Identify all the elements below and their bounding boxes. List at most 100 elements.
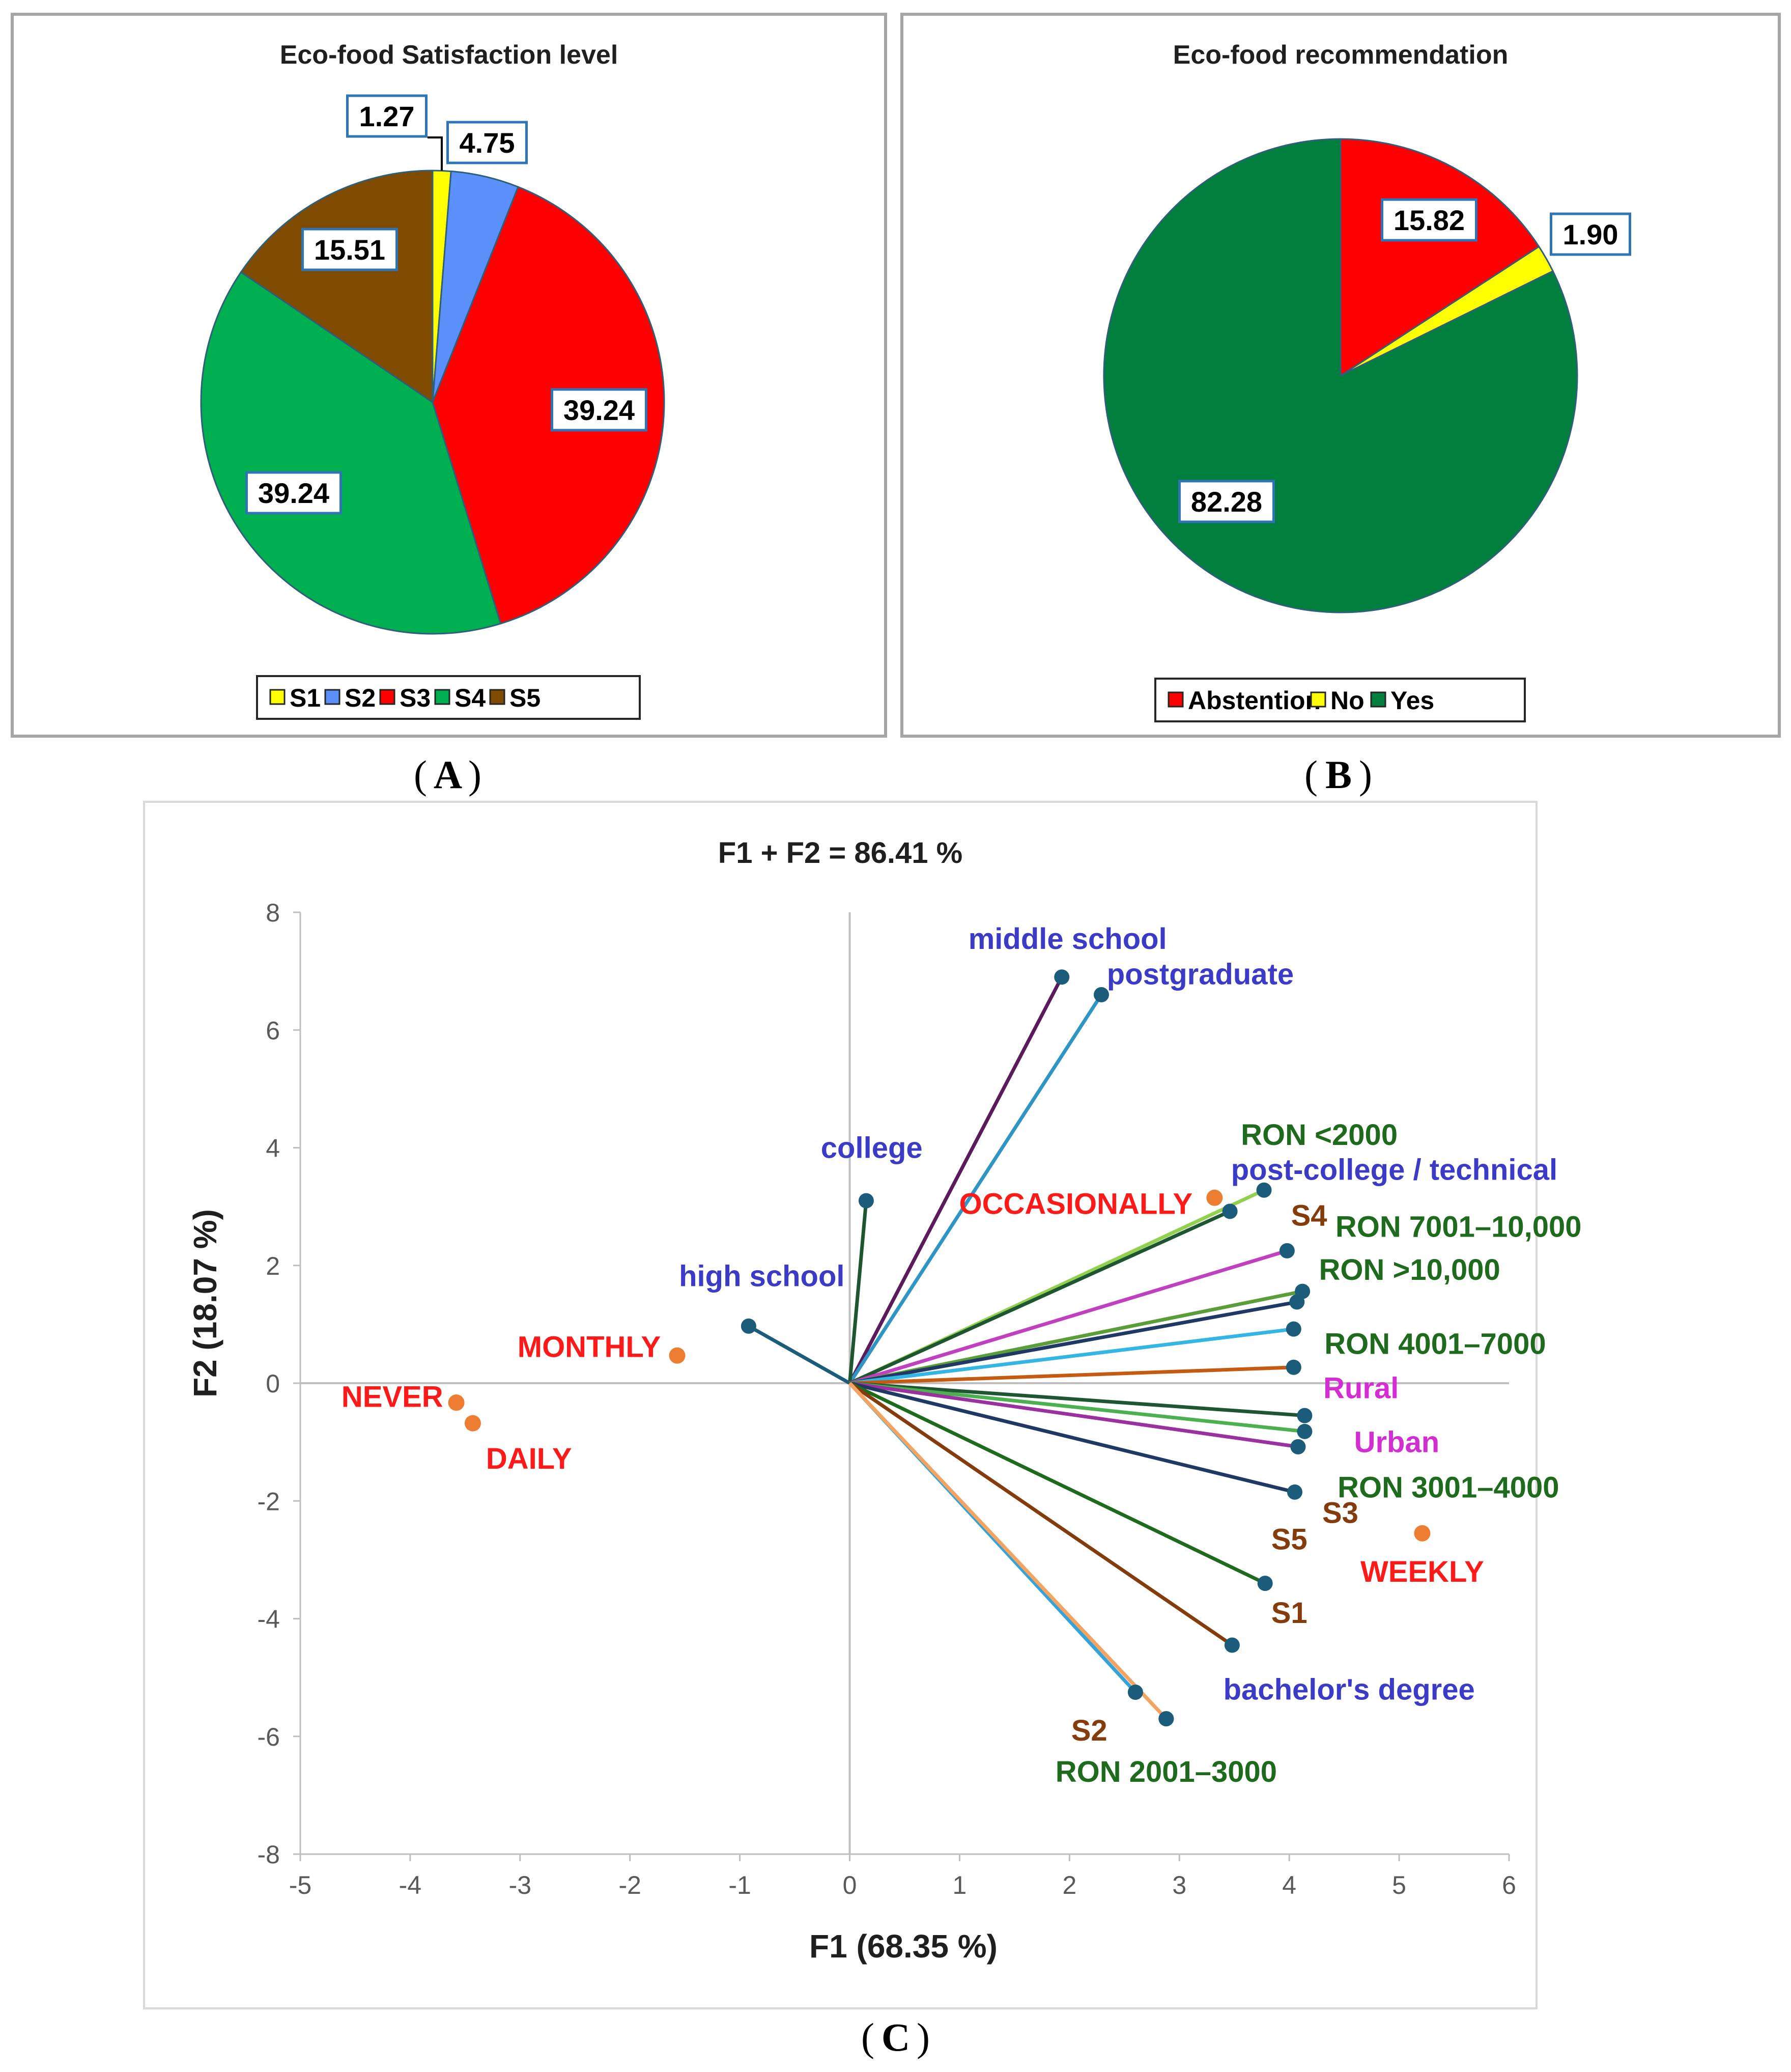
svg-text:S4: S4 [454,684,486,712]
pie-a-value-label-s5: 15.51 [301,228,398,271]
y-tick-label: 4 [266,1134,280,1163]
y-tick-label: -6 [258,1723,280,1751]
variable-point-unlabeled-13 [1290,1439,1306,1454]
variable-point-ron-10-000 [1289,1294,1305,1310]
variable-label-bachelor-s-degree: bachelor's degree [1224,1673,1475,1706]
biplot: -5 -4 -3 -2 -1 0 1 2 3 4 5 6 -8 -6 -4 -2 0 2 4 6 8 middle sch… [258,899,1582,1899]
svg-text:39.24: 39.24 [258,477,329,509]
variable-point-ron-3001-4000 [1297,1423,1313,1439]
y-tick-label: -4 [258,1605,280,1634]
panel-c: F1 + F2 = 86.41 % -5 -4 -3 -2 -1 0 1 2 3 4 5 6-8-6-… [143,801,1582,2009]
x-tick-label: 6 [1502,1871,1516,1899]
svg-text:No: No [1330,686,1364,715]
variable-point-middle-school [1054,969,1070,985]
pie-a-slice-s3 [432,186,665,625]
variable-label-s1: S1 [1271,1597,1307,1630]
x-axis-title: F1 (68.35 %) [809,1928,998,1965]
observation-point-never [448,1394,465,1411]
y-tick-label: 8 [266,899,280,927]
vector-urban [849,1381,1305,1418]
svg-text:S3: S3 [400,684,431,712]
svg-text:Yes: Yes [1390,686,1434,715]
variable-label-s3: S3 [1322,1496,1358,1529]
svg-text:15.82: 15.82 [1394,204,1465,236]
vector-s3 [849,1381,1295,1494]
pie-a-title: Eco-food Satisfaction level [280,40,618,70]
observation-label-daily: DAILY [486,1442,572,1475]
vector-s5 [849,1381,1266,1585]
variable-label-high-school: high school [679,1260,844,1293]
x-tick-label: 5 [1392,1871,1406,1899]
observation-label-occasionally: OCCASIONALLY [959,1187,1192,1220]
y-tick-label: 0 [266,1369,280,1398]
vector-ron-2001-3000 [848,1382,1168,1720]
pie-a-value-label-s4: 39.24 [245,471,342,515]
variable-point-s4 [1279,1243,1295,1258]
pie-a-legend-item-s2: S2 [324,684,376,712]
variable-label-ron-4001-7000: RON 4001–7000 [1324,1328,1546,1361]
caption-b-letter: B [1325,752,1352,797]
svg-text:82.28: 82.28 [1191,486,1262,518]
y-tick-label: -8 [258,1840,280,1869]
x-tick-label: 0 [843,1871,857,1899]
y-tick-label: 2 [266,1252,280,1280]
pie-a-value-label-s1: 1.27 [346,94,443,171]
vector-ron-3001-4000 [849,1381,1305,1434]
svg-text:Abstention: Abstention [1188,686,1321,715]
variable-label-urban: Urban [1354,1426,1440,1459]
vector-ron-2000 [849,1210,1231,1385]
y-tick-label: 6 [266,1016,280,1045]
variable-label-post-college-technical: post-college / technical [1231,1153,1557,1186]
vector-high-school [748,1324,851,1385]
observation-label-never: NEVER [342,1381,443,1414]
variable-label-postgraduate: postgraduate [1107,958,1294,991]
variable-point-s1 [1224,1637,1240,1653]
y-axis-title: F2 (18.07 %) [187,1209,223,1397]
pie-a-legend: S1 S2 S3 S4 S5 [256,675,641,720]
observation-point-occasionally [1206,1189,1223,1206]
y-tick-label: -2 [258,1487,280,1516]
caption-c: ( C ) [861,2015,930,2059]
variable-point-ron-2000 [1222,1203,1238,1219]
x-tick-label: -3 [509,1871,531,1899]
vector-s1 [848,1382,1233,1647]
variable-label-ron-7001-10-000: RON 7001–10,000 [1335,1210,1582,1243]
variable-label-rural: Rural [1323,1371,1399,1405]
pie-b-title: Eco-food recommendation [1173,40,1509,70]
vector-unlabeled-13 [849,1381,1298,1449]
x-tick-label: 1 [953,1871,967,1899]
variable-label-s2: S2 [1071,1714,1107,1747]
vector-college [848,1200,868,1384]
pie-a-slice-s4 [200,271,502,635]
observation-point-monthly [669,1347,686,1364]
pie-a-legend-item-s5: S5 [489,684,541,712]
pie-b-legend-item-yes: Yes [1370,686,1434,715]
pie-a-value-label-s2: 4.75 [446,121,528,164]
svg-text:(: ( [861,2015,874,2059]
vector-ron-10-000 [849,1300,1297,1385]
variable-point-ron-4001-7000 [1286,1321,1301,1337]
vector-middle-school [848,976,1064,1384]
caption-a-letter: A [434,752,462,797]
svg-text:): ) [468,752,481,797]
variable-label-s4: S4 [1291,1199,1327,1232]
variable-point-s5 [1257,1576,1273,1591]
svg-text:15.51: 15.51 [314,234,385,266]
pie-b-value-label-abstention: 15.82 [1381,198,1477,242]
variable-point-rural [1286,1359,1301,1375]
pie-a-value-label-s3: 39.24 [551,388,647,432]
variable-label-college: college [821,1132,923,1165]
pie-a-legend-item-s3: S3 [379,684,431,712]
svg-text:S2: S2 [345,684,376,712]
svg-text:(: ( [1304,752,1318,797]
pie-b-legend-box [1154,678,1526,722]
x-tick-label: 4 [1282,1871,1296,1899]
biplot-title: F1 + F2 = 86.41 % [718,836,962,870]
pie-b-value-label-no: 1.90 [1550,212,1631,256]
observation-label-weekly: WEEKLY [1360,1555,1484,1588]
pie-a-legend-item-s4: S4 [434,684,486,712]
pie-b-slice-abstention [1340,138,1540,377]
svg-text:S5: S5 [509,684,541,712]
vector-ron-4001-7000 [849,1327,1294,1385]
